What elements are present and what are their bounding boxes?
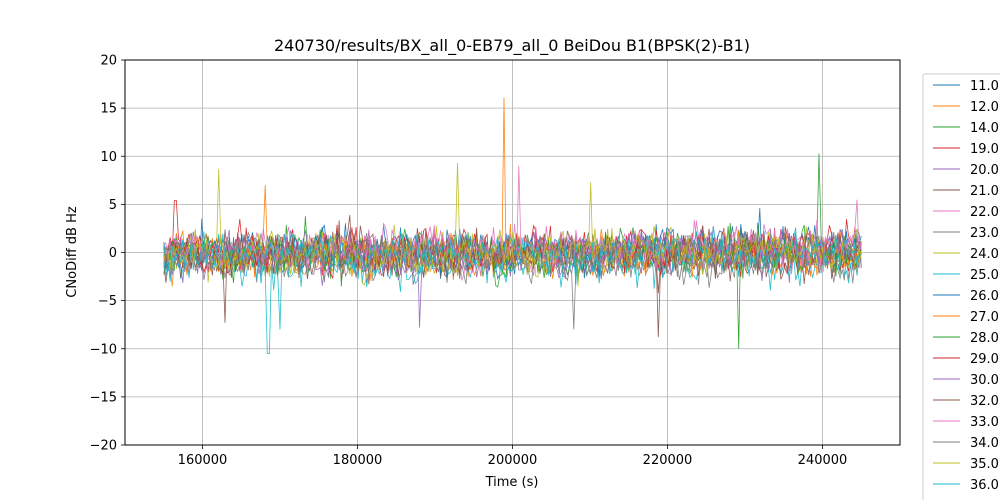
- legend-label: 28.0: [970, 331, 999, 346]
- y-tick-label: 15: [100, 102, 117, 117]
- legend-label: 20.0: [970, 163, 999, 178]
- y-tick-label: 5: [109, 198, 117, 213]
- y-tick-label: −15: [90, 390, 117, 405]
- legend-label: 14.0: [970, 121, 999, 136]
- series-line-25.0: [163, 235, 862, 355]
- legend-label: 30.0: [970, 373, 999, 388]
- series-line-28.0: [163, 222, 862, 279]
- legend-frame: [922, 73, 1000, 500]
- ticks: 160000 180000 200000 220000 240000 −20 −15 −10 −…: [90, 54, 848, 469]
- legend-label: 29.0: [970, 352, 999, 367]
- legend-label: 22.0: [970, 205, 999, 220]
- y-axis-label: CNoDiff dB Hz: [65, 206, 80, 298]
- y-tick-label: −10: [90, 342, 117, 357]
- legend-label: 34.0: [970, 436, 999, 451]
- legend-label: 26.0: [970, 289, 999, 304]
- legend-label: 36.0: [970, 478, 999, 493]
- legend-label: 33.0: [970, 415, 999, 430]
- x-axis-label: Time (s): [485, 475, 539, 490]
- y-tick-label: 20: [100, 54, 117, 69]
- legend-label: 32.0: [970, 394, 999, 409]
- legend-label: 21.0: [970, 184, 999, 199]
- legend-label: 24.0: [970, 247, 999, 262]
- legend-label: 27.0: [970, 310, 999, 325]
- series-line-36.0: [163, 226, 862, 278]
- chart-title: 240730/results/BX_all_0-EB79_all_0 BeiDo…: [274, 36, 750, 56]
- legend-label: 23.0: [970, 226, 999, 241]
- legend-label: 35.0: [970, 457, 999, 472]
- y-tick-label: −5: [98, 294, 117, 309]
- x-tick-label: 200000: [488, 453, 538, 468]
- x-tick-label: 180000: [333, 453, 383, 468]
- legend-label: 11.0: [970, 79, 999, 94]
- y-tick-label: −20: [90, 439, 117, 454]
- series-line-30.0: [163, 228, 862, 281]
- legend-label: 19.0: [970, 142, 999, 157]
- y-tick-label: 10: [100, 150, 117, 165]
- x-tick-label: 220000: [643, 453, 693, 468]
- legend-label: 12.0: [970, 100, 999, 115]
- series-line-34.0: [163, 229, 862, 283]
- legend: 11.0 12.0 14.0 19.0 20.0 21.0 22.0 23.0 24.0 25.0…: [922, 73, 1000, 500]
- legend-label: 25.0: [970, 268, 999, 283]
- y-tick-label: 0: [109, 246, 117, 261]
- x-tick-label: 160000: [178, 453, 228, 468]
- series-layer: [163, 97, 862, 355]
- x-tick-label: 240000: [798, 453, 848, 468]
